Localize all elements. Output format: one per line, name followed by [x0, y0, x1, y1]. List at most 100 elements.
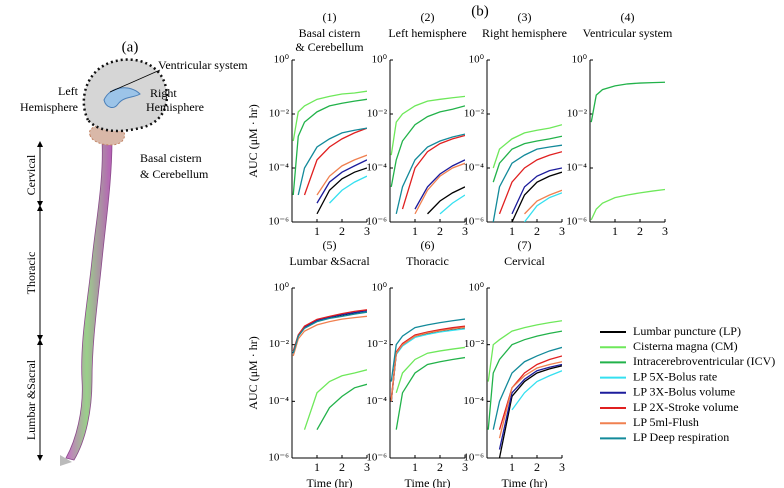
chart-title: Left hemisphere [388, 26, 466, 40]
legend-label: LP 5X-Bolus rate [633, 369, 717, 383]
x-tick-label: 1 [412, 460, 418, 474]
x-tick-label: 1 [314, 224, 320, 238]
legend-label: Cisterna magna (CM) [633, 339, 738, 353]
y-axis-label: AUC (μM · hr) [246, 336, 260, 409]
series-line [390, 95, 465, 156]
legend-label: Intracerebroventricular (ICV) [633, 354, 775, 368]
chart-panel: (1) Basal cistern& Cerebellum 10⁻⁶ 10⁻⁴ 10⁻²… [246, 10, 370, 238]
y-tick-label: 10⁻⁶ [463, 216, 484, 228]
series-line [292, 311, 367, 354]
chart-panel: (7) Cervical 10⁻⁶ 10⁻⁴ 10⁻² 10⁰ 1 2 3 Time (hr) [463, 238, 565, 488]
x-tick-label: 2 [534, 460, 540, 474]
series-line [439, 194, 465, 215]
series-line [401, 134, 465, 210]
y-tick-label: 10⁰ [274, 54, 290, 66]
region-label: Ventricular system [158, 58, 248, 72]
series-line [492, 124, 562, 169]
region-label: & Cerebellum [140, 167, 209, 181]
y-tick-label: 10⁻⁴ [463, 162, 484, 174]
panel-label: (5) [323, 238, 337, 252]
series-line [292, 315, 367, 357]
series-line [316, 154, 367, 196]
x-tick-label: 3 [364, 460, 370, 474]
x-tick-label: 1 [612, 224, 618, 238]
panel-label: (1) [323, 10, 337, 24]
series-line [297, 127, 367, 196]
y-tick-label: 10⁰ [372, 282, 388, 294]
y-tick-label: 10⁰ [274, 282, 290, 294]
y-tick-label: 10⁻⁶ [366, 452, 387, 464]
x-axis-label: Time (hr) [502, 476, 548, 488]
y-tick-label: 10⁻² [367, 108, 388, 120]
region-label: Thoracic [24, 252, 38, 295]
series-line [395, 356, 465, 430]
x-tick-label: 2 [534, 224, 540, 238]
series-line [395, 346, 465, 393]
y-tick-label: 10⁰ [469, 282, 485, 294]
region-label: Left [58, 84, 79, 98]
series-line [590, 81, 665, 123]
region-label: Right [150, 86, 177, 100]
series-line [492, 346, 562, 430]
spinal-canal [65, 139, 113, 461]
legend-label: LP 5ml-Flush [633, 415, 699, 429]
y-tick-label: 10⁰ [572, 54, 588, 66]
x-tick-label: 3 [462, 460, 468, 474]
series-line [316, 167, 367, 215]
series-line [390, 325, 465, 400]
chart-panel: (5) Lumbar &Sacral 10⁻⁶ 10⁻⁴ 10⁻² 10⁰ 1 2 3 AUC (… [246, 238, 371, 488]
x-axis-label: Time (hr) [307, 476, 353, 488]
series-line [492, 144, 562, 222]
legend: Lumbar puncture (LP)Cisterna magna (CM)I… [600, 324, 775, 444]
region-label: Cervical [24, 154, 38, 195]
series-line [590, 188, 665, 221]
series-line [524, 189, 562, 215]
series-line [390, 105, 465, 187]
x-tick-label: 3 [662, 224, 668, 238]
y-tick-label: 10⁰ [469, 54, 485, 66]
x-tick-label: 2 [339, 224, 345, 238]
y-tick-label: 10⁻⁶ [366, 216, 387, 228]
spine-tip [60, 455, 72, 466]
x-tick-label: 1 [314, 460, 320, 474]
series-line [414, 159, 465, 210]
series-line [390, 326, 465, 402]
series-line [523, 192, 562, 222]
y-tick-label: 10⁻⁶ [566, 216, 587, 228]
series-line [498, 151, 562, 215]
y-tick-label: 10⁻⁴ [366, 162, 387, 174]
series-line [487, 330, 562, 430]
series-line [390, 318, 465, 382]
series-line [498, 361, 562, 439]
y-tick-label: 10⁻⁶ [463, 452, 484, 464]
y-tick-label: 10⁻⁶ [268, 452, 289, 464]
series-line [292, 309, 367, 352]
panel-label: (7) [518, 238, 532, 252]
y-tick-label: 10⁻⁴ [268, 395, 289, 407]
chart-title: & Cerebellum [295, 40, 364, 54]
series-line [303, 127, 367, 196]
anatomy-illustration: (a) Ventricular system Left Hemisphere R… [20, 39, 248, 466]
series-line [316, 159, 367, 204]
x-tick-label: 3 [559, 460, 565, 474]
ventricles [103, 87, 141, 108]
panel-label: (4) [621, 10, 635, 24]
series-line [292, 98, 367, 196]
x-tick-label: 1 [509, 460, 515, 474]
y-tick-label: 10⁻² [367, 338, 388, 350]
x-tick-label: 1 [509, 224, 515, 238]
series-line [390, 328, 465, 402]
panel-label: (b) [471, 3, 489, 19]
legend-label: Lumbar puncture (LP) [633, 324, 741, 338]
series-line [498, 365, 562, 458]
y-tick-label: 10⁻² [269, 108, 290, 120]
chart-title: Cervical [504, 254, 545, 268]
legend-label: LP 2X-Stroke volume [633, 400, 739, 414]
chart-title: Basal cistern [299, 26, 361, 40]
region-label: Lumbar &Sacral [24, 359, 38, 440]
series-line [427, 186, 465, 215]
x-tick-label: 3 [559, 224, 565, 238]
series-line [498, 363, 562, 450]
y-tick-label: 10⁻⁴ [566, 162, 587, 174]
